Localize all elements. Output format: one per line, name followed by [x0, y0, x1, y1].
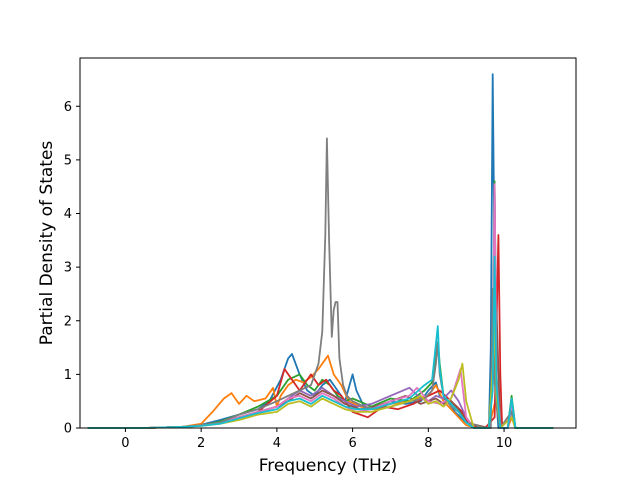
series-layer	[87, 73, 554, 429]
y-tick-label: 3	[64, 261, 72, 276]
y-axis-ticks: 0 1 2 3 4 5 6	[64, 100, 80, 437]
x-tick-label: 0	[121, 436, 129, 451]
x-tick-label: 4	[273, 436, 281, 451]
series-line-7	[87, 183, 554, 429]
y-tick-label: 0	[64, 422, 72, 437]
x-axis-label: Frequency (THz)	[259, 456, 398, 476]
x-tick-label: 10	[496, 436, 513, 451]
y-tick-label: 1	[64, 368, 72, 383]
y-tick-label: 5	[64, 153, 72, 168]
y-axis-label: Partial Density of States	[37, 141, 57, 346]
series-line-10	[87, 255, 554, 429]
x-tick-label: 6	[348, 436, 356, 451]
plot-frame	[79, 57, 577, 429]
x-tick-label: 8	[424, 436, 432, 451]
y-tick-label: 2	[64, 314, 72, 329]
x-axis-ticks: 0 2 4 6 8 10	[121, 428, 512, 451]
x-tick-label: 2	[197, 436, 205, 451]
y-tick-label: 6	[64, 100, 72, 115]
y-tick-label: 4	[64, 207, 72, 222]
